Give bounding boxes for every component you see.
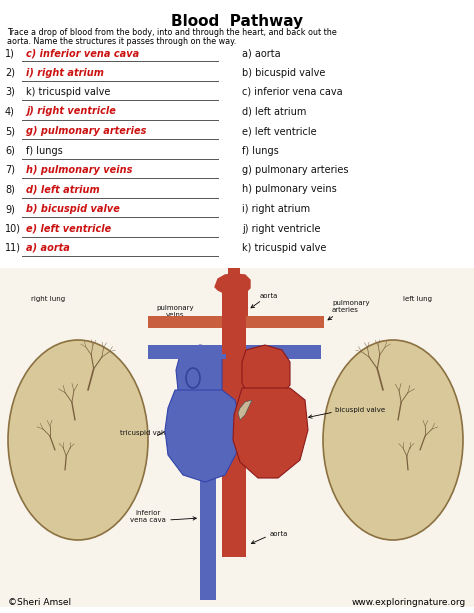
Text: 11): 11): [5, 243, 21, 253]
Text: 1): 1): [5, 48, 15, 58]
Text: k) tricuspid valve: k) tricuspid valve: [242, 243, 327, 253]
Text: c) inferior vena cava: c) inferior vena cava: [26, 48, 139, 58]
Polygon shape: [238, 400, 252, 420]
FancyBboxPatch shape: [148, 345, 226, 359]
Text: 9): 9): [5, 204, 15, 214]
Text: right lung: right lung: [31, 296, 65, 302]
Text: 6): 6): [5, 145, 15, 156]
Text: right
ventricle: right ventricle: [182, 438, 212, 452]
Text: b) bicuspid valve: b) bicuspid valve: [242, 67, 325, 77]
Text: c) inferior vena cava: c) inferior vena cava: [242, 87, 343, 97]
Polygon shape: [233, 388, 308, 478]
Text: inferior
vena cava: inferior vena cava: [130, 510, 166, 523]
Text: a) aorta: a) aorta: [26, 243, 70, 253]
Text: aorta: aorta: [270, 531, 288, 537]
Text: j) right ventricle: j) right ventricle: [26, 107, 116, 116]
FancyBboxPatch shape: [246, 316, 324, 328]
Text: k) tricuspid valve: k) tricuspid valve: [26, 87, 110, 97]
Text: pulmonary
arteries: pulmonary arteries: [332, 300, 370, 313]
Polygon shape: [176, 345, 222, 403]
Text: e) left ventricle: e) left ventricle: [26, 224, 111, 234]
Text: h) pulmonary veins: h) pulmonary veins: [26, 165, 132, 175]
Text: d) left atrium: d) left atrium: [242, 107, 306, 116]
Text: f) lungs: f) lungs: [242, 145, 279, 156]
Polygon shape: [215, 274, 250, 292]
Text: Trace a drop of blood from the body, into and through the heart, and back out th: Trace a drop of blood from the body, int…: [7, 28, 337, 37]
Text: 10): 10): [5, 224, 21, 234]
Text: f) lungs: f) lungs: [26, 145, 63, 156]
FancyBboxPatch shape: [228, 268, 240, 280]
Ellipse shape: [8, 340, 148, 540]
FancyBboxPatch shape: [200, 395, 216, 493]
Text: left
atrium: left atrium: [254, 360, 276, 373]
Text: i) right atrium: i) right atrium: [26, 67, 104, 77]
Text: i) right atrium: i) right atrium: [242, 204, 310, 214]
Text: h) pulmonary veins: h) pulmonary veins: [242, 185, 337, 194]
Text: tricuspid valve: tricuspid valve: [120, 430, 172, 436]
FancyBboxPatch shape: [200, 490, 216, 600]
Text: aorta. Name the structures it passes through on the way.: aorta. Name the structures it passes thr…: [7, 37, 236, 46]
Text: 4): 4): [5, 107, 15, 116]
Text: www.exploringnature.org: www.exploringnature.org: [352, 598, 466, 607]
Text: right
atrium: right atrium: [181, 362, 203, 375]
Text: d) left atrium: d) left atrium: [26, 185, 100, 194]
Text: j) right ventricle: j) right ventricle: [242, 224, 320, 234]
Text: 8): 8): [5, 185, 15, 194]
Text: bicuspid valve: bicuspid valve: [335, 407, 385, 413]
Text: 5): 5): [5, 126, 15, 136]
Text: g) pulmonary arteries: g) pulmonary arteries: [242, 165, 348, 175]
Text: a) aorta: a) aorta: [242, 48, 281, 58]
FancyBboxPatch shape: [246, 345, 321, 359]
Text: e) left ventricle: e) left ventricle: [242, 126, 317, 136]
Text: g) pulmonary arteries: g) pulmonary arteries: [26, 126, 146, 136]
Text: pulmonary
veins: pulmonary veins: [156, 305, 194, 318]
FancyBboxPatch shape: [148, 316, 222, 328]
Text: 2): 2): [5, 67, 15, 77]
Ellipse shape: [323, 340, 463, 540]
FancyBboxPatch shape: [0, 268, 474, 607]
FancyBboxPatch shape: [226, 277, 248, 327]
Polygon shape: [242, 345, 290, 400]
Text: left
ventricle: left ventricle: [255, 435, 285, 449]
Text: aorta: aorta: [260, 293, 278, 299]
Text: left lung: left lung: [403, 296, 432, 302]
FancyBboxPatch shape: [222, 277, 246, 557]
Text: ©Sheri Amsel: ©Sheri Amsel: [8, 598, 71, 607]
Text: Blood  Pathway: Blood Pathway: [171, 14, 303, 29]
Polygon shape: [165, 390, 240, 482]
FancyBboxPatch shape: [222, 316, 246, 354]
Text: 7): 7): [5, 165, 15, 175]
Text: b) bicuspid valve: b) bicuspid valve: [26, 204, 120, 214]
Text: 3): 3): [5, 87, 15, 97]
